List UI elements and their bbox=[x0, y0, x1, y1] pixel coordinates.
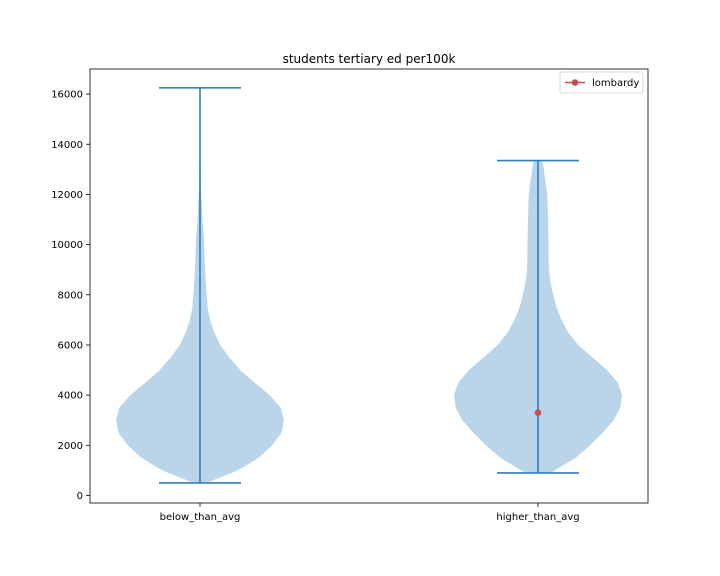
axes-frame bbox=[89, 68, 649, 504]
plot-area: 0 2000 4000 6000 8000 10000 12000 14000 16000 bel… bbox=[51, 68, 649, 523]
y-tick-label: 12000 bbox=[51, 190, 83, 201]
legend-entry-label: lombardy bbox=[592, 78, 639, 89]
chart-title: students tertiary ed per100k bbox=[283, 52, 456, 66]
x-tick-label: below_than_avg bbox=[160, 512, 241, 523]
legend-box bbox=[559, 71, 644, 94]
y-tick-label: 2000 bbox=[58, 441, 83, 452]
y-tick-label: 4000 bbox=[58, 391, 83, 402]
data-point-lombardy bbox=[534, 409, 542, 416]
y-tick-label: 16000 bbox=[51, 90, 83, 101]
y-tick-label: 6000 bbox=[58, 340, 83, 351]
y-tick-label: 14000 bbox=[51, 140, 83, 151]
y-tick-label: 8000 bbox=[58, 290, 83, 301]
y-tick-label: 0 bbox=[77, 491, 83, 502]
y-tick-label: 10000 bbox=[51, 240, 83, 251]
x-tick-label: higher_than_avg bbox=[496, 512, 579, 523]
legend-marker-point bbox=[571, 79, 579, 86]
